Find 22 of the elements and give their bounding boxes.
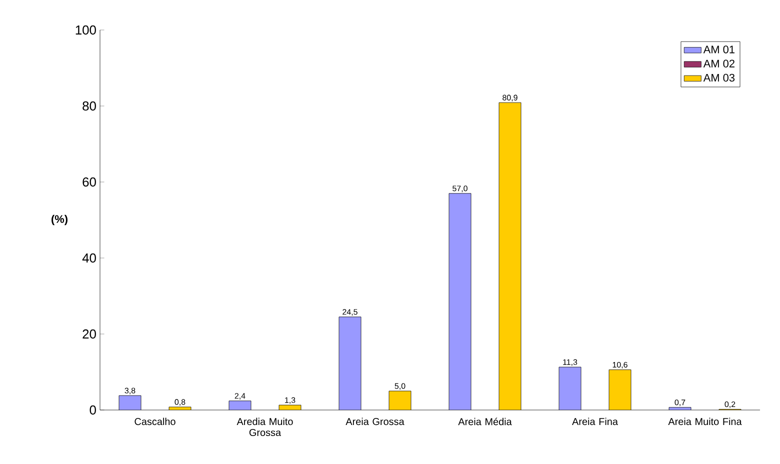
bar — [559, 367, 581, 410]
y-tick-label: 40 — [82, 253, 96, 263]
y-tick-label: 60 — [82, 177, 96, 187]
bar — [499, 102, 521, 410]
x-tick-label: Areia Muito Fina — [668, 418, 742, 426]
x-tick-label: Areia Grossa — [346, 418, 404, 426]
x-tick-label: Areia Média — [458, 418, 512, 426]
legend-label: AM 03 — [703, 74, 735, 82]
y-axis-title: (%) — [52, 214, 68, 226]
y-tick-label: 100 — [76, 25, 96, 35]
legend-label: AM 01 — [703, 46, 734, 54]
bar — [609, 370, 631, 410]
y-tick-label: 20 — [82, 329, 96, 339]
x-tick-label: Areia Fina — [572, 418, 618, 426]
bar — [339, 316, 361, 410]
y-tick-label: 80 — [82, 101, 96, 111]
x-tick-label: Cascalho — [134, 418, 176, 426]
bar — [389, 391, 411, 410]
bar — [449, 193, 471, 410]
x-tick-label: Aredia Muito Grossa — [236, 418, 293, 436]
legend-label: AM 02 — [703, 60, 734, 68]
y-tick-label: 0 — [90, 405, 96, 415]
